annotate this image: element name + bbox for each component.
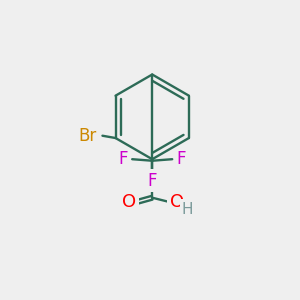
Text: O: O (122, 193, 136, 211)
Text: F: F (177, 150, 186, 168)
Text: F: F (118, 150, 128, 168)
Text: H: H (182, 202, 194, 217)
Text: F: F (148, 172, 157, 190)
Text: O: O (170, 193, 184, 211)
Text: Br: Br (78, 127, 96, 145)
